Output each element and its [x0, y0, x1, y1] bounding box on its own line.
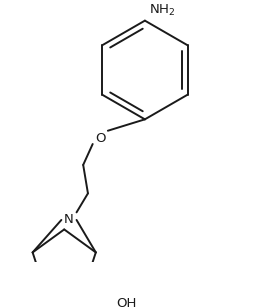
Text: O: O	[95, 132, 105, 145]
Text: N: N	[64, 213, 74, 227]
Text: NH$_2$: NH$_2$	[149, 3, 175, 18]
Text: OH: OH	[116, 297, 136, 307]
